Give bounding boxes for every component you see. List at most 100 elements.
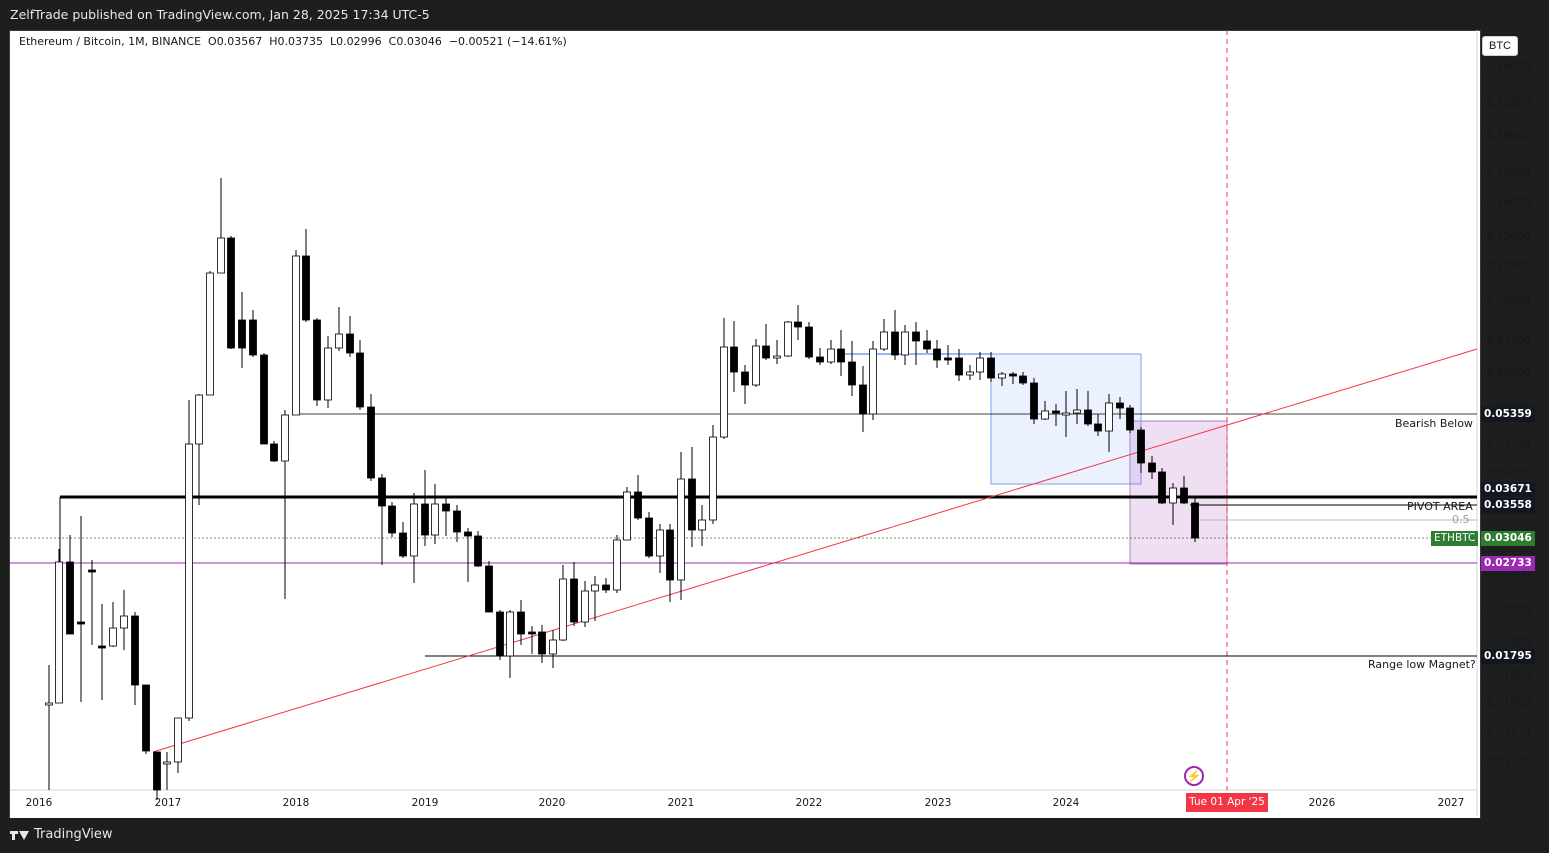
candle-body	[485, 565, 493, 613]
legend-low-value: 0.02996	[336, 35, 382, 48]
brand-logo[interactable]: TradingView	[10, 827, 113, 842]
brand-name: TradingView	[34, 827, 113, 842]
tradingview-logo-icon	[10, 829, 30, 841]
time-tick-label: 2020	[539, 797, 566, 809]
lightning-icon[interactable]: ⚡	[1184, 766, 1204, 786]
legend-symbol: Ethereum / Bitcoin, 1M, BINANCE	[19, 35, 202, 48]
candle-body	[335, 333, 343, 349]
candle-body	[227, 237, 235, 349]
pivot-area-label[interactable]: PIVOT AREA	[1407, 500, 1473, 513]
candle-down	[538, 625, 546, 663]
candle-body	[591, 584, 599, 592]
candle-down	[378, 474, 386, 565]
candle-body	[1105, 402, 1113, 432]
bearish-below-label[interactable]: Bearish Below	[1395, 417, 1473, 430]
candle-body	[1137, 429, 1145, 464]
fib-half-label[interactable]: 0.5	[1452, 513, 1470, 526]
candle-body	[453, 510, 461, 533]
candle-body	[270, 443, 278, 462]
candle-up	[1041, 401, 1049, 420]
candle-body	[634, 491, 642, 519]
time-tick-label: 2021	[668, 797, 695, 809]
candle-down	[88, 560, 96, 645]
candle-body	[987, 357, 995, 379]
candle-up	[281, 410, 289, 599]
candle-down	[356, 340, 364, 410]
candle-down	[762, 324, 770, 360]
candle-body	[77, 621, 85, 625]
candle-body	[730, 346, 738, 373]
candle-down	[517, 600, 525, 645]
candle-body	[677, 478, 685, 581]
candle-up	[120, 590, 128, 650]
price-tick-label: 0.01450	[1487, 697, 1530, 709]
candle-body	[891, 331, 899, 356]
price-tick-label: 0.02600	[1487, 568, 1530, 580]
candle-body	[880, 331, 888, 350]
candle-body	[955, 357, 963, 376]
candle-body	[506, 611, 514, 657]
legend-high-label: H	[269, 35, 278, 48]
candle-down	[131, 612, 139, 705]
candle-body	[762, 345, 770, 359]
time-tick-label: 2023	[925, 797, 952, 809]
candle-up	[998, 372, 1006, 386]
candle-body	[399, 532, 407, 557]
candle-up	[613, 535, 621, 593]
price-tick-label: 0.07500	[1487, 335, 1530, 347]
candle-body	[944, 357, 952, 361]
candle-body	[602, 584, 610, 591]
candle-body	[794, 321, 802, 328]
candle-body	[346, 333, 354, 354]
currency-selector[interactable]: BTC	[1482, 36, 1518, 56]
candle-up	[966, 365, 974, 380]
price-tick-label: 0.01900	[1487, 637, 1530, 649]
candle-up	[901, 325, 909, 365]
candle-body	[1073, 409, 1081, 414]
candle-body	[1148, 462, 1156, 473]
candle-down	[741, 365, 749, 404]
candle-body	[131, 615, 139, 686]
legend-high-value: 0.03735	[277, 35, 324, 48]
candle-body	[421, 503, 429, 536]
candle-down	[302, 229, 310, 322]
candle-down	[634, 475, 642, 520]
purple-range-box	[1129, 420, 1228, 565]
candle-body	[912, 331, 920, 342]
candle-down	[249, 310, 257, 357]
candle-down	[1137, 427, 1145, 473]
candle-down	[837, 330, 845, 376]
candle-body	[998, 373, 1006, 379]
candle-down	[367, 394, 375, 481]
time-tick-label: 2018	[283, 797, 310, 809]
symbol-legend[interactable]: Ethereum / Bitcoin, 1M, BINANCE O0.03567…	[19, 35, 567, 48]
time-tick-label: 2016	[26, 797, 53, 809]
candle-body	[784, 321, 792, 357]
candle-down	[153, 751, 161, 800]
candle-down	[421, 470, 429, 546]
candle-down	[388, 502, 396, 537]
candle-body	[88, 569, 96, 573]
candle-down	[442, 496, 450, 536]
candle-body	[1180, 487, 1188, 504]
candle-body	[55, 561, 63, 704]
candle-up	[752, 339, 760, 387]
candle-body	[388, 505, 396, 534]
chart-frame[interactable]	[9, 30, 1481, 819]
last-price-badge: 0.03046	[1481, 531, 1535, 546]
candle-down	[794, 305, 802, 340]
candle-body	[1030, 382, 1038, 420]
candle-down	[848, 341, 856, 396]
price-tick-label: 0.04700	[1487, 438, 1530, 450]
candle-down	[955, 349, 963, 381]
range-low-label[interactable]: Range low Magnet?	[1368, 658, 1476, 671]
candle-body	[645, 517, 653, 557]
candle-body	[1191, 502, 1199, 539]
candle-down	[1084, 391, 1092, 426]
candle-body	[538, 631, 546, 655]
candle-down	[260, 353, 268, 445]
candle-down	[933, 340, 941, 368]
candle-down	[1180, 476, 1188, 504]
candle-body	[656, 529, 664, 557]
